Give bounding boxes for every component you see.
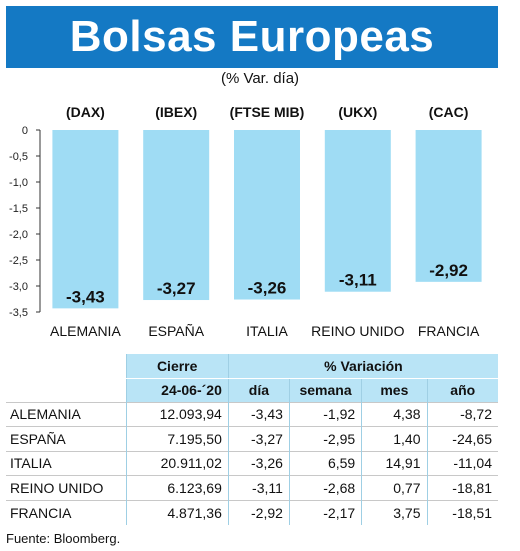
table-body: ALEMANIA 12.093,94 -3,43 -1,92 4,38 -8,72 ESPA… — [6, 401, 498, 525]
day-cell: -2,92 — [227, 499, 290, 525]
y-tick-label: -2,0 — [9, 229, 28, 241]
column-header-dia: día — [227, 378, 290, 402]
source-note: Fuente: Bloomberg. — [6, 531, 121, 546]
chart-subtitle: (% Var. día) — [220, 70, 300, 87]
column-header-date: 24-06-´20 — [125, 378, 229, 402]
y-tick-label: -2,5 — [9, 255, 28, 267]
table-column-header-row: 24-06-´20 día semana mes año — [6, 378, 498, 402]
y-tick-label: -3,0 — [9, 281, 28, 293]
day-cell: -3,11 — [227, 475, 290, 500]
table-row: ESPAÑA 7.195,50 -3,27 -2,95 1,40 -24,65 — [6, 426, 498, 451]
column-header-mes: mes — [361, 378, 427, 402]
year-cell: -18,51 — [426, 499, 498, 525]
week-cell: -1,92 — [288, 401, 362, 427]
index-label: (FTSE MIB) — [230, 104, 305, 120]
country-cell: ALEMANIA — [6, 401, 126, 427]
country-cell: FRANCIA — [6, 499, 126, 525]
day-cell: -3,43 — [227, 401, 290, 427]
country-cell: ITALIA — [6, 450, 126, 476]
table-group-header-row: Cierre % Variación — [6, 354, 498, 379]
table-row: ALEMANIA 12.093,94 -3,43 -1,92 4,38 -8,72 — [6, 401, 498, 427]
index-label: (UKX) — [338, 104, 377, 120]
month-cell: 14,91 — [361, 450, 427, 476]
day-cell: -3,27 — [227, 426, 290, 451]
month-cell: 0,77 — [361, 475, 427, 500]
month-cell: 3,75 — [361, 499, 427, 525]
category-label: FRANCIA — [418, 323, 480, 339]
y-tick-label: -1,0 — [9, 177, 28, 189]
week-cell: 6,59 — [288, 450, 362, 476]
country-cell: REINO UNIDO — [6, 475, 126, 500]
month-cell: 1,40 — [361, 426, 427, 451]
y-tick-label: -1,5 — [9, 203, 28, 215]
close-cell: 20.911,02 — [125, 450, 229, 476]
close-cell: 4.871,36 — [125, 499, 229, 525]
bar-value-label: -3,43 — [66, 287, 105, 306]
page-title: Bolsas Europeas — [69, 12, 435, 61]
title-bar: Bolsas Europeas — [6, 6, 498, 68]
table-row: REINO UNIDO 6.123,69 -3,11 -2,68 0,77 -18,81 — [6, 475, 498, 500]
table-corner-2 — [6, 378, 126, 402]
year-cell: -24,65 — [426, 426, 498, 451]
column-header-semana: semana — [288, 378, 362, 402]
year-cell: -11,04 — [426, 450, 498, 476]
bar — [415, 130, 482, 282]
column-header-ano: año — [426, 378, 498, 402]
bar — [52, 130, 119, 309]
week-cell: -2,95 — [288, 426, 362, 451]
category-label: ITALIA — [246, 323, 288, 339]
country-cell: ESPAÑA — [6, 426, 126, 451]
y-tick-label: -3,5 — [9, 307, 28, 319]
table-row: FRANCIA 4.871,36 -2,92 -2,17 3,75 -18,51 — [6, 499, 498, 525]
index-label: (IBEX) — [155, 104, 197, 120]
close-cell: 7.195,50 — [125, 426, 229, 451]
week-cell: -2,17 — [288, 499, 362, 525]
bar — [143, 130, 210, 301]
bar-value-label: -2,92 — [429, 261, 468, 280]
bar — [234, 130, 300, 300]
group-header-variacion: % Variación — [227, 354, 498, 379]
data-table: Cierre % Variación 24-06-´20 día semana … — [6, 354, 498, 525]
category-label: REINO UNIDO — [311, 323, 404, 339]
day-cell: -3,26 — [227, 450, 290, 476]
month-cell: 4,38 — [361, 401, 427, 427]
data-table-container: Cierre % Variación 24-06-´20 día semana … — [6, 354, 498, 525]
category-label: ESPAÑA — [148, 323, 204, 339]
index-label: (CAC) — [429, 104, 469, 120]
group-header-cierre: Cierre — [125, 354, 229, 379]
bar-chart: 0 -0,5 -1,0 -1,5 -2,0 -2,5 -3,0 -3,5 -3,43 (DAX) A… — [9, 104, 482, 339]
table-row: ITALIA 20.911,02 -3,26 6,59 14,91 -11,04 — [6, 450, 498, 476]
index-label: (DAX) — [66, 104, 105, 120]
bar-value-label: -3,11 — [339, 271, 377, 290]
close-cell: 6.123,69 — [125, 475, 229, 500]
close-cell: 12.093,94 — [125, 401, 229, 427]
bar-value-label: -3,26 — [248, 279, 287, 298]
table-corner — [6, 354, 126, 379]
category-label: ALEMANIA — [50, 323, 121, 339]
y-tick-label: 0 — [22, 125, 28, 137]
year-cell: -8,72 — [426, 401, 498, 427]
bar-value-label: -3,27 — [157, 279, 196, 298]
week-cell: -2,68 — [288, 475, 362, 500]
bar — [324, 130, 391, 292]
y-tick-label: -0,5 — [9, 151, 28, 163]
year-cell: -18,81 — [426, 475, 498, 500]
